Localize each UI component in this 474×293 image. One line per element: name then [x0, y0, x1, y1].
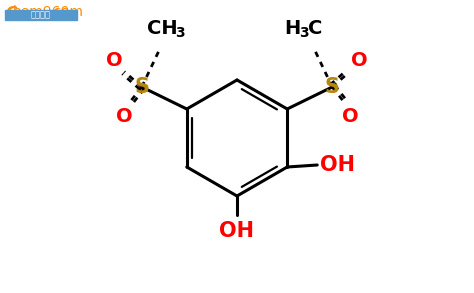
- Text: CH: CH: [147, 20, 178, 38]
- Text: S: S: [134, 77, 149, 97]
- Text: S: S: [325, 77, 340, 97]
- Text: O: O: [351, 50, 367, 69]
- Text: O: O: [107, 50, 123, 69]
- Text: O: O: [117, 108, 133, 127]
- Text: .com: .com: [50, 5, 84, 19]
- Text: 3: 3: [175, 26, 184, 40]
- Bar: [5, 10, 77, 20]
- Text: H: H: [284, 20, 301, 38]
- Text: C: C: [5, 5, 17, 23]
- Text: 3: 3: [300, 26, 309, 40]
- Text: OH: OH: [320, 155, 355, 175]
- Text: OH: OH: [219, 221, 255, 241]
- Text: hem960: hem960: [13, 5, 70, 19]
- Text: C: C: [308, 20, 322, 38]
- Text: 化工小屋: 化工小屋: [31, 11, 51, 20]
- Text: O: O: [342, 108, 358, 127]
